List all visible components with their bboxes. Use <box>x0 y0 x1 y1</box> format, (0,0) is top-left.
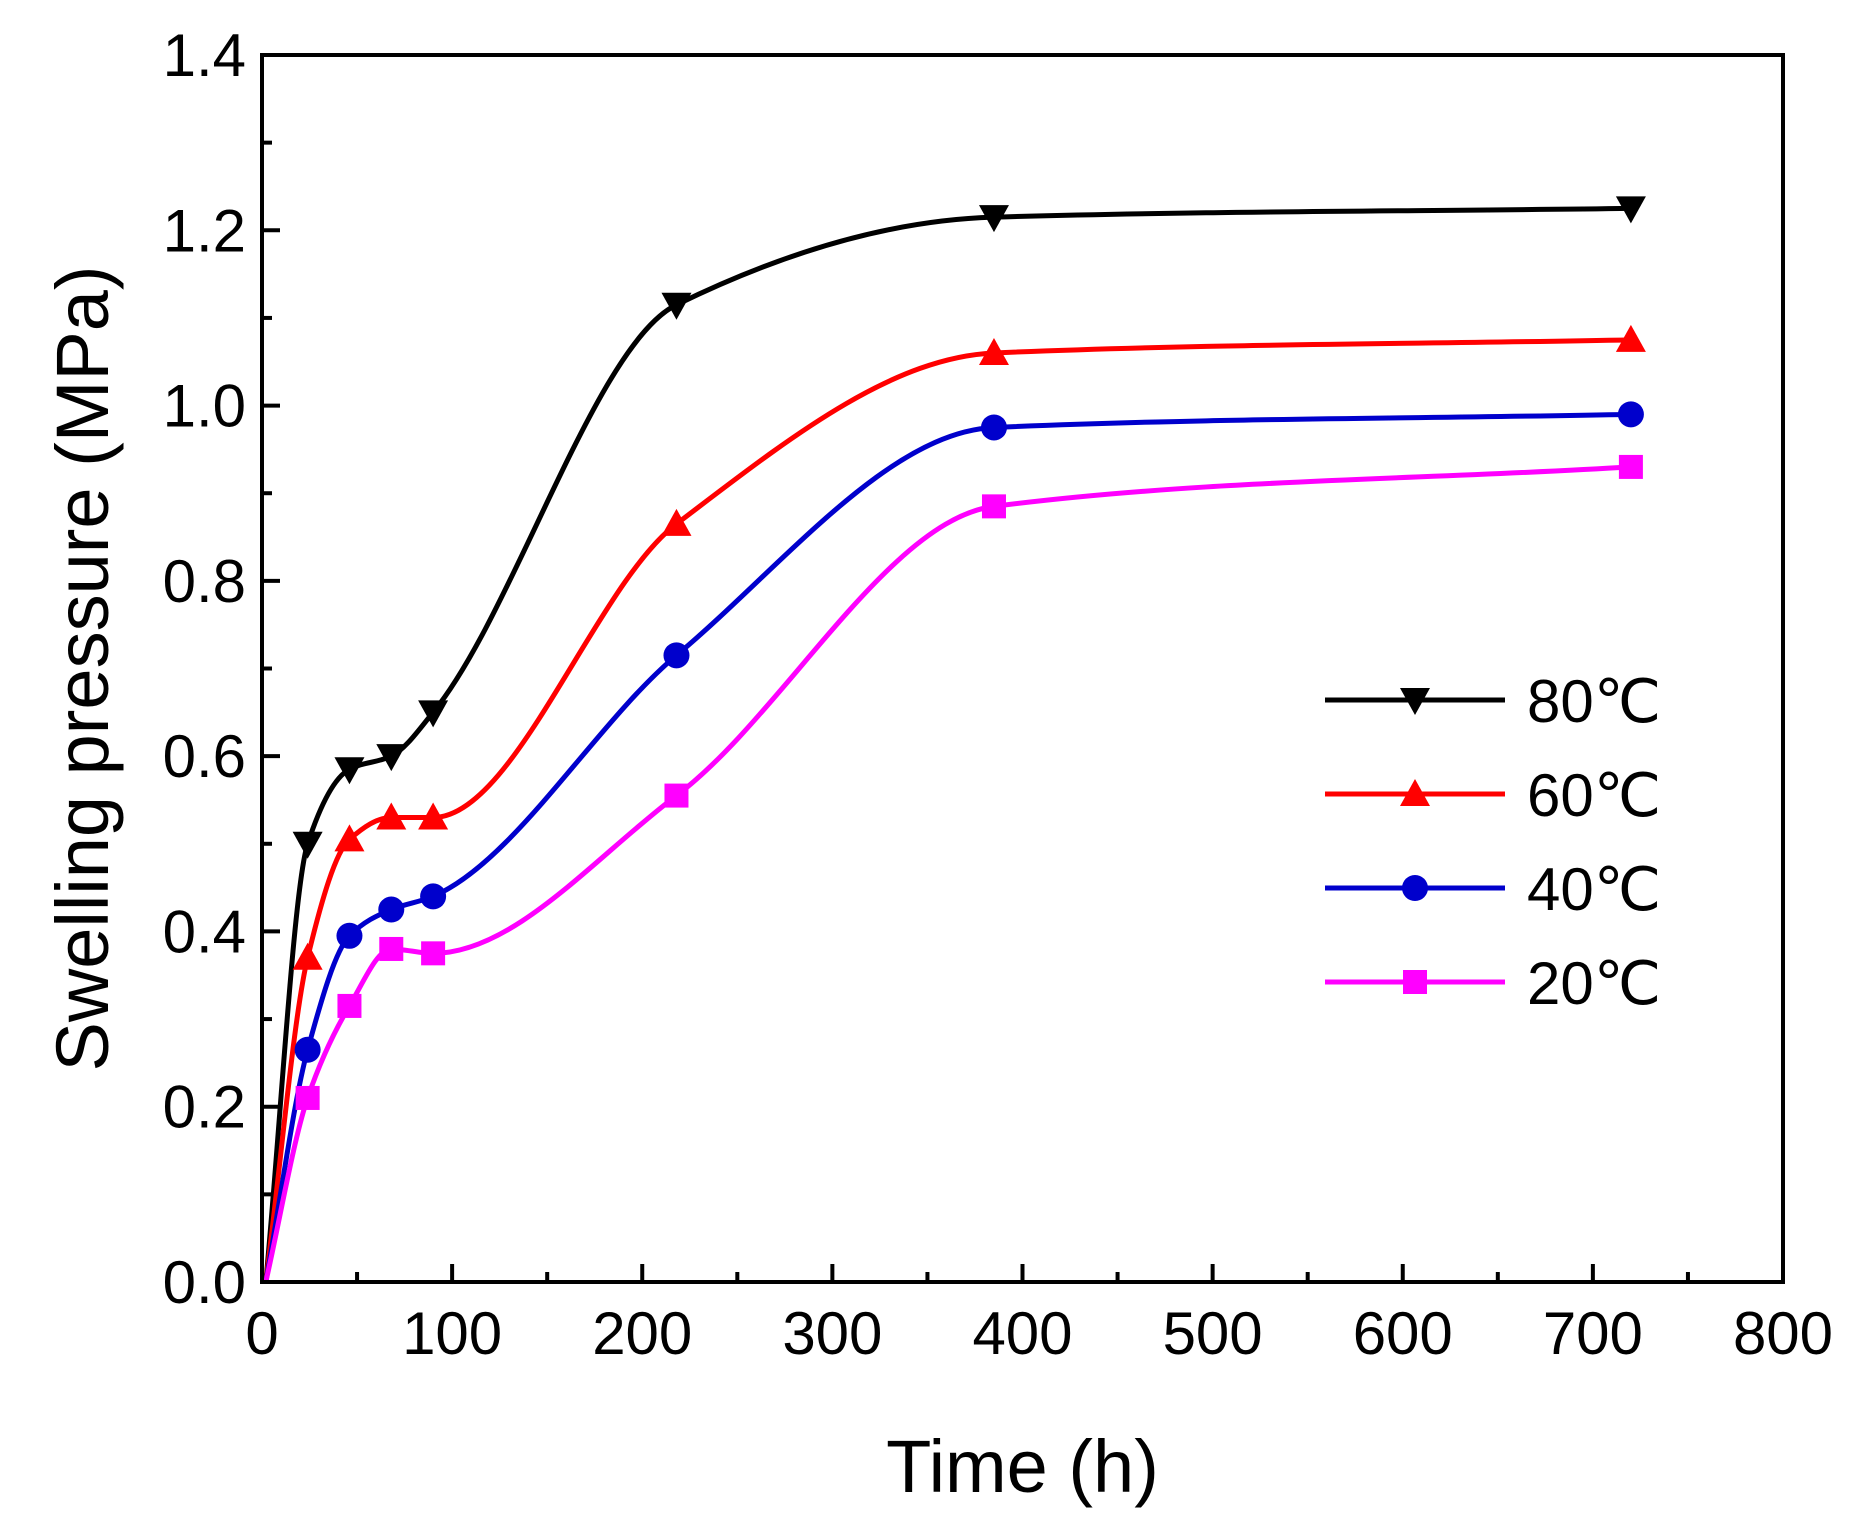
series-line <box>263 411 1631 1283</box>
y-tick-label: 0.0 <box>163 1249 246 1316</box>
legend-marker <box>1400 779 1430 806</box>
y-tick-label: 0.6 <box>163 723 246 790</box>
data-point <box>336 922 363 949</box>
x-tick-label: 500 <box>1163 1300 1263 1367</box>
data-point <box>418 802 449 830</box>
data-point <box>661 292 692 320</box>
x-tick-label: 700 <box>1543 1300 1643 1367</box>
legend-entry: 60℃ <box>1325 762 1661 829</box>
data-point <box>1615 324 1646 352</box>
y-tick-label: 1.0 <box>163 373 246 440</box>
data-point <box>1618 454 1643 479</box>
x-tick-label: 400 <box>972 1300 1072 1367</box>
legend-label: 60℃ <box>1527 762 1661 829</box>
data-point <box>376 802 407 830</box>
data-point <box>978 337 1009 365</box>
data-point <box>664 783 689 808</box>
data-point <box>978 205 1009 233</box>
data-point <box>1615 196 1646 224</box>
series-2 <box>263 401 1644 1283</box>
legend-marker <box>1402 875 1428 901</box>
legend-marker <box>1400 688 1430 715</box>
data-point <box>292 942 323 970</box>
data-point <box>663 642 690 669</box>
x-tick-label: 0 <box>245 1300 278 1367</box>
data-point <box>980 414 1007 441</box>
x-axis: 0 100 200 300 400 500 600 700 800 <box>245 1264 1833 1367</box>
legend-label: 80℃ <box>1527 668 1661 735</box>
y-tick-label: 0.8 <box>163 548 246 615</box>
data-point <box>334 757 365 785</box>
data-point <box>981 494 1006 519</box>
data-point <box>420 883 447 910</box>
y-tick-label: 0.4 <box>163 898 246 965</box>
x-axis-title: Time (h) <box>886 1425 1159 1508</box>
legend-marker <box>1403 970 1427 994</box>
y-tick-label: 1.2 <box>163 197 246 264</box>
data-point <box>379 936 404 961</box>
data-point <box>661 508 692 536</box>
y-axis: 0.0 0.2 0.4 0.6 0.8 1.0 1.2 1.4 <box>163 22 280 1316</box>
data-point <box>421 941 446 966</box>
legend-entry: 80℃ <box>1325 668 1661 735</box>
legend: 80℃ 60℃ 40℃ 20℃ <box>1325 668 1661 1017</box>
series-1 <box>263 324 1646 1283</box>
data-point <box>292 831 323 859</box>
x-tick-label: 100 <box>402 1300 502 1367</box>
x-tick-label: 800 <box>1733 1300 1833 1367</box>
y-tick-label: 0.2 <box>163 1074 246 1141</box>
legend-label: 40℃ <box>1527 856 1661 923</box>
x-tick-label: 600 <box>1353 1300 1453 1367</box>
data-point <box>1617 401 1644 428</box>
legend-label: 20℃ <box>1527 950 1661 1017</box>
series-layer <box>263 196 1646 1283</box>
y-tick-label: 1.4 <box>163 22 246 89</box>
data-point <box>376 744 407 772</box>
y-axis-title: Swelling pressure (MPa) <box>41 265 124 1071</box>
x-tick-label: 300 <box>782 1300 882 1367</box>
data-point <box>295 1085 320 1110</box>
series-3 <box>263 454 1643 1283</box>
data-point <box>337 993 362 1018</box>
legend-entry: 20℃ <box>1325 950 1661 1017</box>
series-line <box>263 464 1632 1283</box>
data-point <box>294 1036 321 1063</box>
data-point <box>418 700 449 728</box>
data-point <box>334 824 365 852</box>
data-point <box>378 896 405 923</box>
legend-entry: 40℃ <box>1325 856 1661 923</box>
x-tick-label: 200 <box>592 1300 692 1367</box>
series-0 <box>263 196 1646 1283</box>
